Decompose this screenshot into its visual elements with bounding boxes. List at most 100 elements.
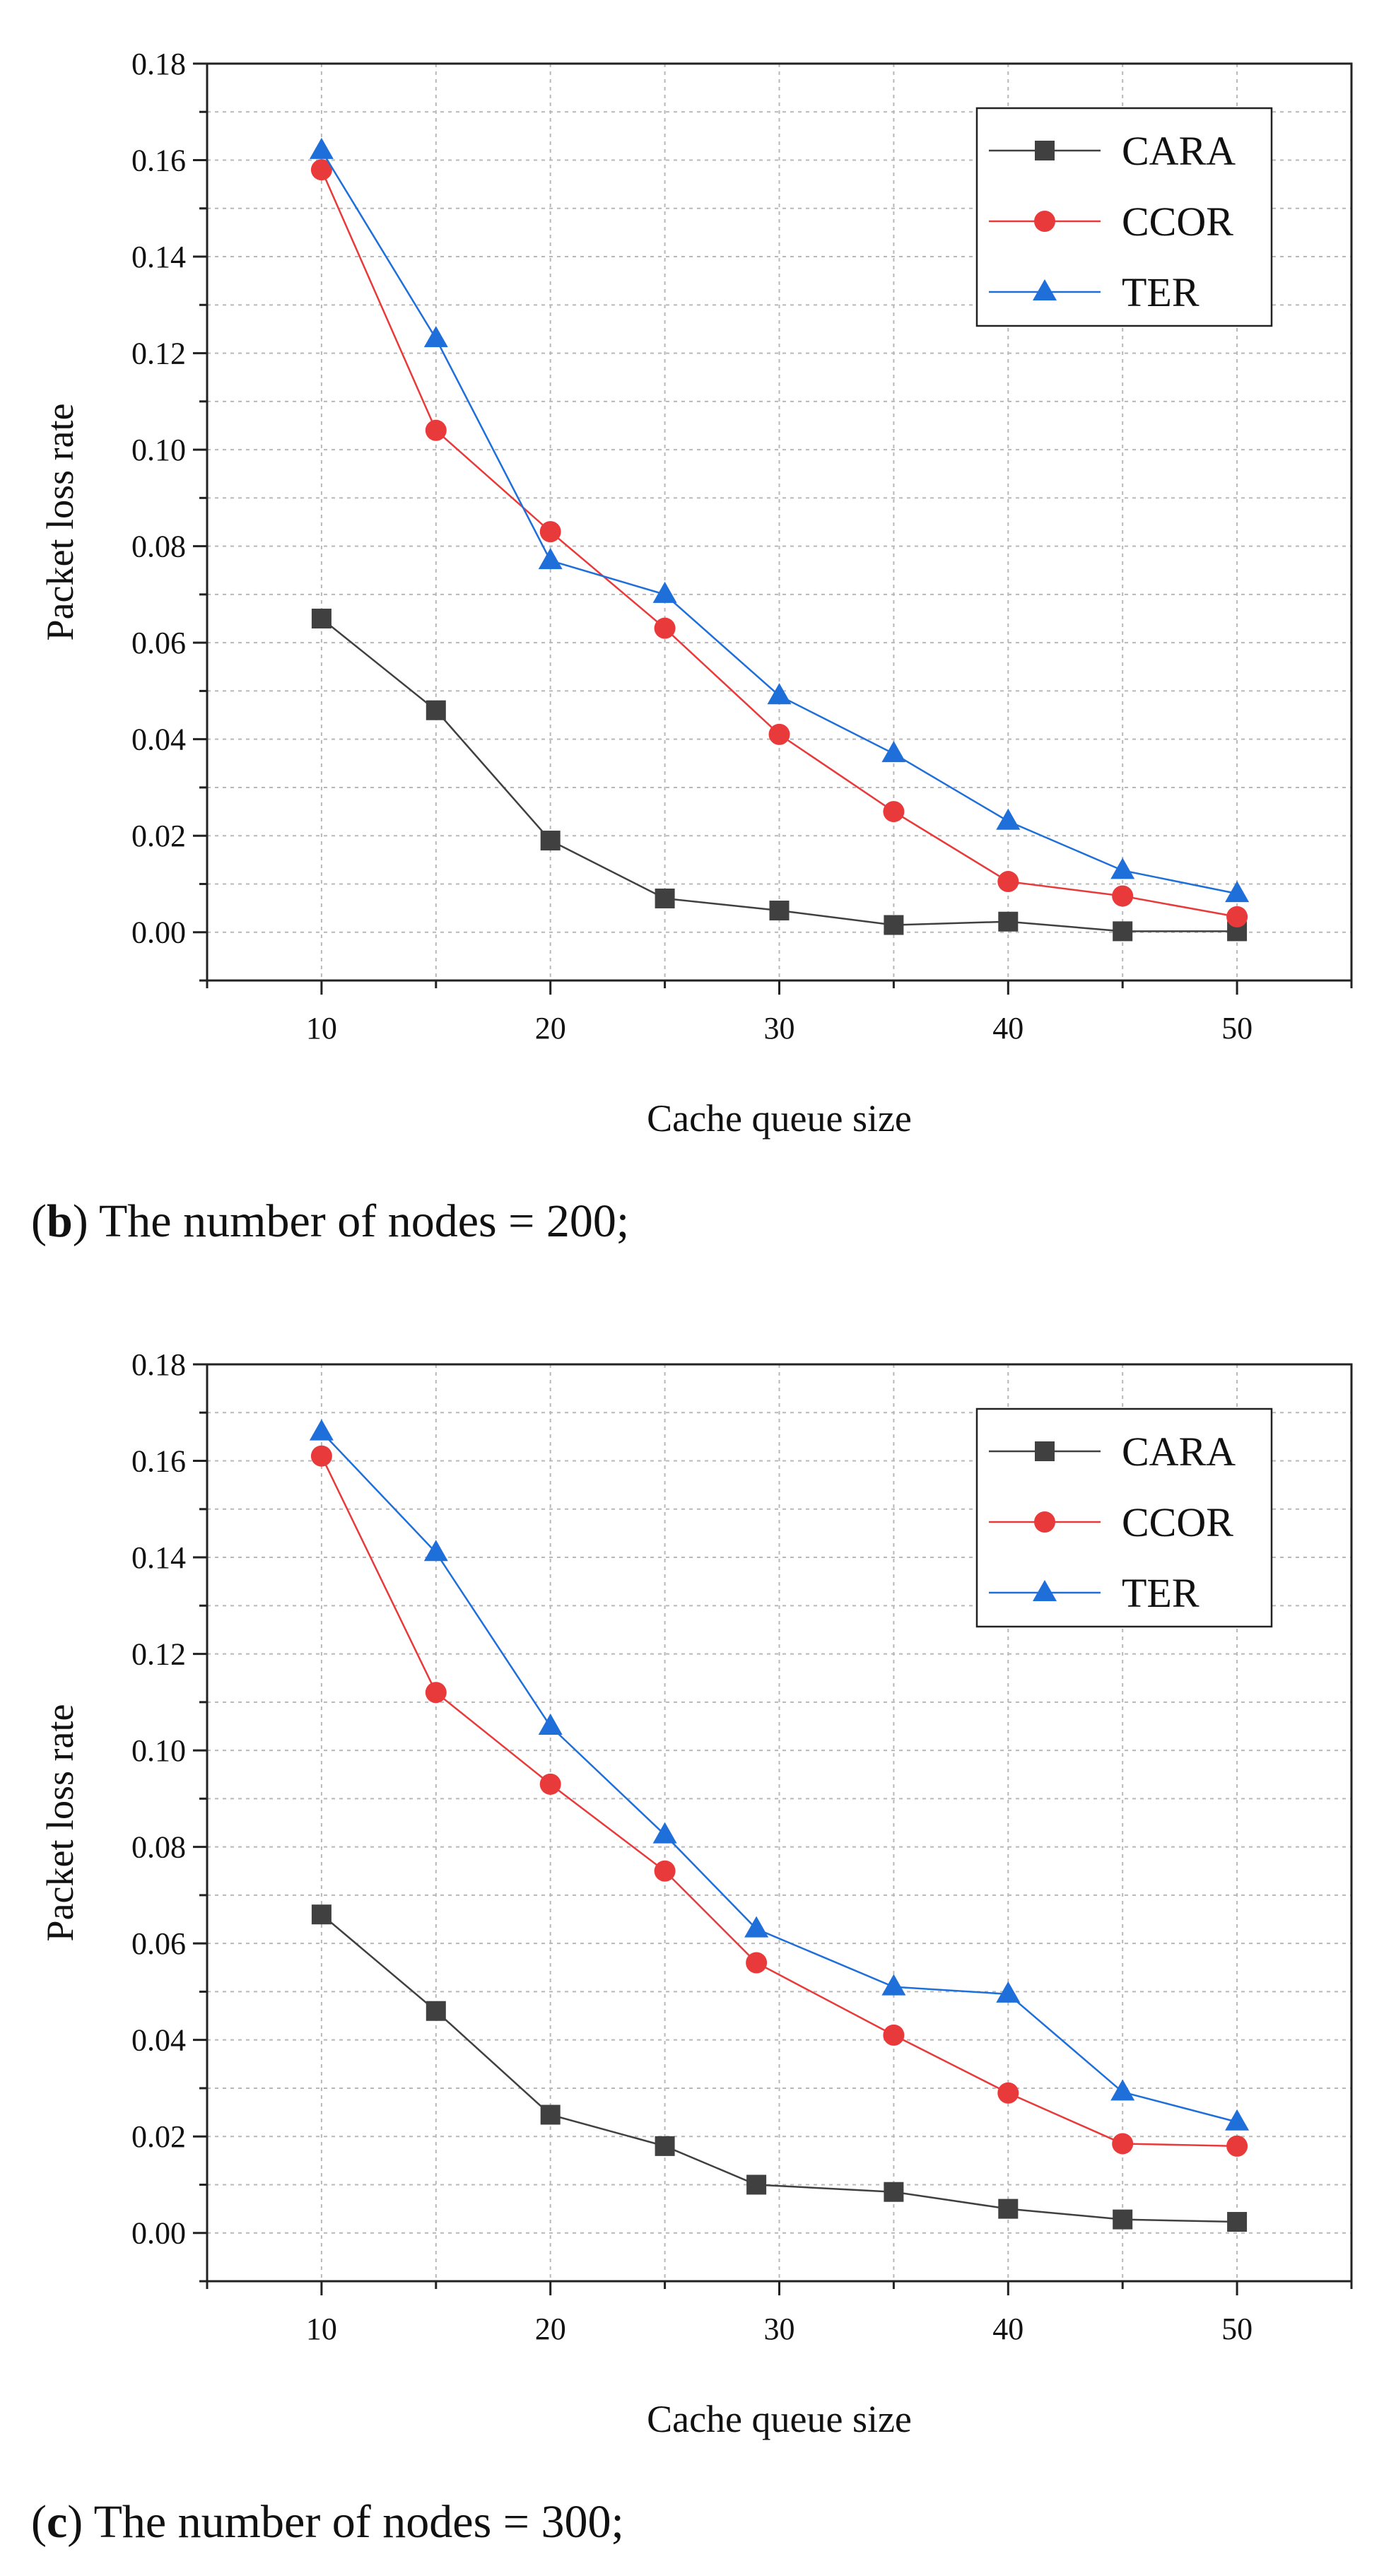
x-tick-label: 40 (992, 1011, 1023, 1046)
legend-box (975, 1407, 1273, 1628)
square-marker (540, 2104, 561, 2125)
circle-marker (883, 801, 905, 823)
square-marker (540, 831, 561, 851)
y-tick-label: 0.02 (131, 819, 186, 853)
series-cara (311, 1904, 1248, 2232)
circle-marker (746, 1952, 768, 1974)
circle-marker (425, 419, 447, 441)
legend-label-ccor: CCOR (1122, 199, 1233, 245)
triangle-marker (1110, 857, 1135, 879)
y-tick-label: 0.08 (131, 529, 186, 564)
chart-b: 10 20 30 40 50 0.00 0.02 0.04 0.06 0.08 0.10 0.12 0.… (39, 47, 1353, 1140)
caption-c-text: The number of nodes = 300; (83, 2496, 624, 2548)
triangle-marker (538, 1713, 563, 1735)
circle-marker (883, 2024, 905, 2046)
y-tick-label: 0.14 (131, 240, 186, 274)
square-marker (655, 2136, 675, 2156)
y-tick-label: 0.04 (131, 2023, 186, 2058)
triangle-marker (1110, 2079, 1135, 2101)
legend-label-ccor: CCOR (1122, 1499, 1233, 1545)
square-marker (1035, 1441, 1055, 1461)
square-marker (998, 2199, 1019, 2219)
y-tick-label: 0.16 (131, 144, 186, 178)
circle-marker (654, 1860, 676, 1882)
triangle-marker (744, 1916, 769, 1938)
legend-label-cara: CARA (1122, 1429, 1236, 1475)
caption-c: (c) The number of nodes = 300; (31, 2496, 624, 2548)
x-tick-label: 50 (1221, 1011, 1253, 1046)
square-marker (1113, 921, 1133, 942)
series-ccor (310, 1445, 1248, 2157)
circle-marker (1034, 1511, 1055, 1533)
square-marker (426, 2001, 446, 2021)
circle-marker (997, 871, 1019, 893)
caption-c-letter: c (46, 2496, 68, 2548)
y-axis-title: Packet loss rate (39, 404, 81, 641)
x-axis-title: Cache queue size (647, 2398, 912, 2440)
square-marker (426, 700, 446, 720)
y-tick-label: 0.14 (131, 1540, 186, 1575)
circle-marker (1112, 885, 1134, 907)
y-tick-label: 0.02 (131, 2119, 186, 2154)
y-tick-label: 0.08 (131, 1830, 186, 1865)
caption-b: (b) The number of nodes = 200; (31, 1195, 630, 1247)
triangle-marker (1033, 279, 1057, 300)
triangle-marker (423, 1540, 448, 1562)
series-ter (309, 137, 1250, 903)
y-tick-label: 0.18 (131, 47, 186, 81)
y-tick-label: 0.00 (131, 2216, 186, 2251)
square-marker (311, 609, 332, 629)
square-marker (1113, 2209, 1133, 2230)
triangle-marker (538, 548, 563, 570)
x-tick-label: 20 (535, 2312, 566, 2346)
y-tick-label: 0.16 (131, 1444, 186, 1479)
square-marker (1035, 141, 1055, 160)
x-tick-label: 30 (764, 1011, 795, 1046)
x-tick-label: 20 (535, 1011, 566, 1046)
triangle-marker (652, 1822, 677, 1844)
circle-marker (1034, 211, 1055, 232)
y-tick-label: 0.12 (131, 1637, 186, 1672)
circle-marker (539, 521, 561, 543)
circle-marker (425, 1682, 447, 1704)
triangle-marker (996, 808, 1021, 830)
circle-marker (1226, 2135, 1248, 2157)
caption-b-letter: b (46, 1195, 73, 1247)
circle-marker (997, 2082, 1019, 2104)
x-axis-title: Cache queue size (647, 1097, 912, 1140)
square-marker (769, 901, 790, 921)
y-tick-label: 0.04 (131, 722, 186, 757)
y-axis-title: Packet loss rate (39, 1704, 81, 1942)
triangle-marker (652, 581, 677, 603)
y-tick-label: 0.06 (131, 626, 186, 660)
circle-marker (539, 1773, 561, 1795)
triangle-marker (767, 683, 792, 705)
legend-label-ter: TER (1122, 269, 1199, 315)
circle-marker (654, 617, 676, 639)
y-tick-label: 0.00 (131, 915, 186, 950)
square-marker (884, 2182, 904, 2202)
x-tick-label: 10 (306, 2312, 337, 2346)
circle-marker (310, 159, 332, 181)
legend-label-ter: TER (1122, 1570, 1199, 1616)
y-tick-label: 0.18 (131, 1347, 186, 1382)
square-marker (655, 888, 675, 908)
triangle-marker (996, 1981, 1021, 2003)
triangle-marker (1225, 881, 1250, 903)
square-marker (746, 2174, 767, 2195)
series-ccor (310, 159, 1248, 927)
triangle-marker (881, 741, 906, 763)
legend-box (975, 107, 1273, 327)
y-tick-label: 0.10 (131, 433, 186, 467)
triangle-marker (1225, 2109, 1250, 2131)
square-marker (998, 911, 1019, 932)
x-tick-label: 50 (1221, 2312, 1253, 2346)
circle-marker (1112, 2133, 1134, 2155)
x-tick-label: 40 (992, 2312, 1023, 2346)
legend: CARA CCOR TER (975, 1407, 1273, 1628)
triangle-marker (881, 1974, 906, 1996)
series-ter (309, 1419, 1250, 2131)
triangle-marker (309, 137, 334, 159)
chart-c: 10 20 30 40 50 0.00 0.02 0.04 0.06 0.08 0.10 0.12 0.… (39, 1347, 1353, 2440)
